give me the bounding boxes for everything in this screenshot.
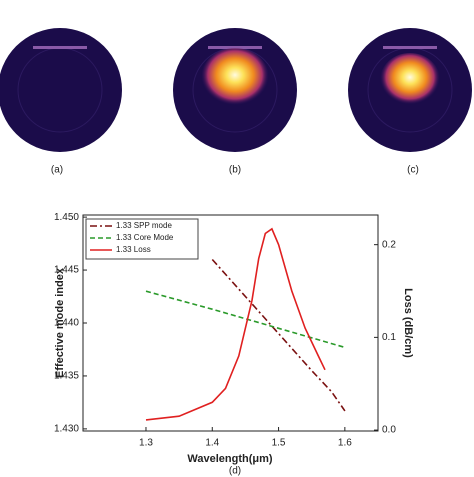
y-tick-label: 1.450: [54, 212, 79, 223]
field-a: [0, 28, 122, 152]
x-tick-label: 1.5: [272, 438, 286, 449]
y-tick-label: 1.435: [54, 371, 79, 382]
panel-label: (b): [229, 165, 241, 176]
legend-label: 1.33 Core Mode: [116, 233, 174, 242]
field-c: [348, 28, 472, 152]
y2-tick-label: 0.2: [382, 239, 396, 250]
panel-label: (a): [51, 165, 63, 176]
x-tick-label: 1.6: [338, 438, 352, 449]
series-line: [145, 290, 346, 349]
panel-label: (d): [229, 466, 241, 477]
y-tick-label: 1.445: [54, 265, 79, 276]
field-b: [173, 28, 297, 152]
y2-axis-label: Loss (dB/cm): [402, 288, 414, 358]
legend-label: 1.33 SPP mode: [116, 221, 172, 230]
y-tick-label: 1.430: [54, 424, 79, 435]
legend: [85, 218, 199, 260]
y2-tick-label: 0.0: [382, 425, 396, 436]
x-tick-label: 1.3: [139, 438, 153, 449]
y-axis-label: Effective mode index: [54, 267, 66, 378]
panel-label: (c): [407, 165, 419, 176]
legend-label: 1.33 Loss: [116, 245, 151, 254]
x-axis-label: Wavelength(μm): [187, 453, 272, 465]
series-line: [145, 227, 326, 421]
y2-tick-label: 0.1: [382, 332, 396, 343]
y-tick-label: 1.440: [54, 318, 79, 329]
series-line: [211, 258, 346, 412]
x-tick-label: 1.4: [205, 438, 219, 449]
